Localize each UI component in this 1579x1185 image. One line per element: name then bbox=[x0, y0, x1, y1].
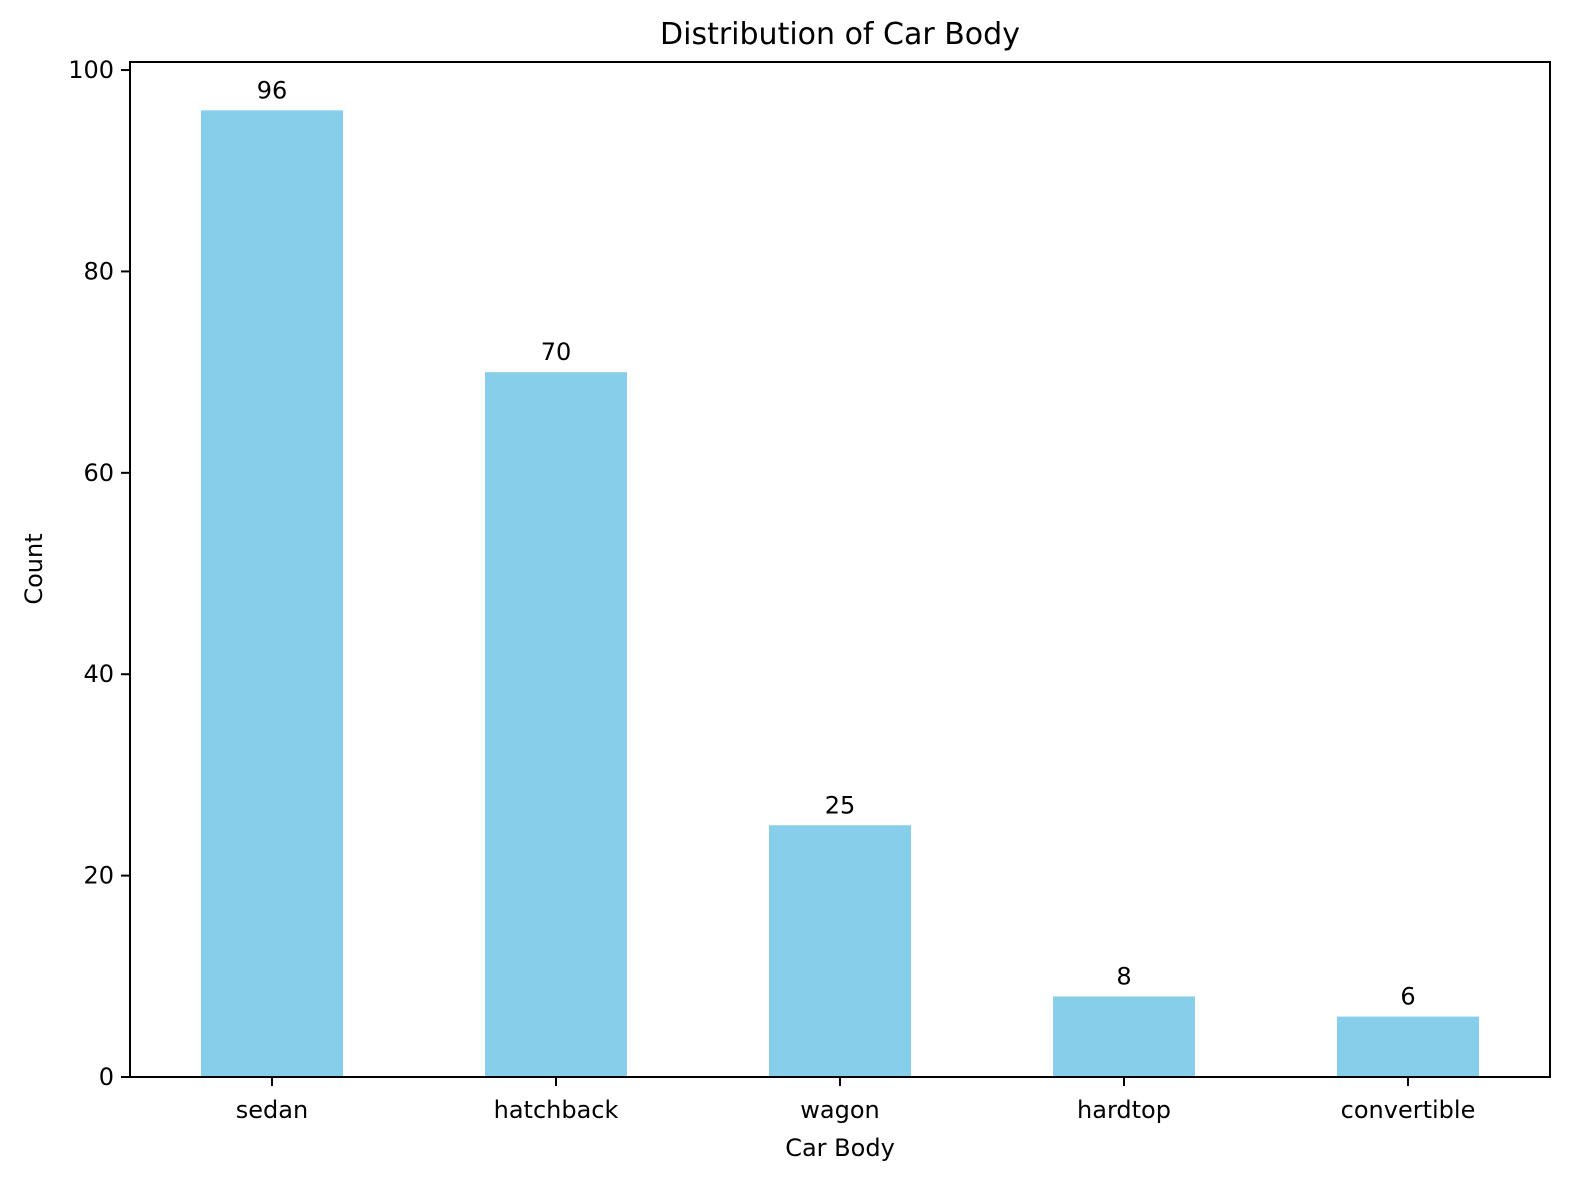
value-labels-layer: 96 70 25 8 6 bbox=[257, 76, 1416, 1010]
value-label-hardtop: 8 bbox=[1116, 962, 1131, 990]
x-tick-label-hatchback: hatchback bbox=[494, 1096, 619, 1124]
y-tick-label-0: 0 bbox=[99, 1063, 114, 1091]
y-tick-label-60: 60 bbox=[83, 459, 114, 487]
bar-wagon bbox=[769, 825, 911, 1077]
x-axis-label: Car Body bbox=[785, 1134, 895, 1162]
x-tick-label-wagon: wagon bbox=[800, 1096, 879, 1124]
value-label-sedan: 96 bbox=[257, 76, 288, 104]
x-tick-label-convertible: convertible bbox=[1341, 1096, 1476, 1124]
y-tick-label-40: 40 bbox=[83, 660, 114, 688]
y-tick-label-80: 80 bbox=[83, 257, 114, 285]
bar-convertible bbox=[1337, 1016, 1479, 1077]
value-label-hatchback: 70 bbox=[541, 338, 572, 366]
value-label-convertible: 6 bbox=[1400, 983, 1415, 1011]
chart-title: Distribution of Car Body bbox=[660, 17, 1020, 52]
bar-hardtop bbox=[1053, 996, 1195, 1077]
plot-frame bbox=[129, 61, 1551, 1078]
y-tick-label-100: 100 bbox=[68, 56, 114, 84]
x-tick-label-sedan: sedan bbox=[236, 1096, 308, 1124]
x-axis-ticks: sedan hatchback wagon hardtop convertible bbox=[236, 1077, 1476, 1124]
value-label-wagon: 25 bbox=[825, 791, 856, 819]
x-tick-label-hardtop: hardtop bbox=[1077, 1096, 1171, 1124]
y-tick-label-20: 20 bbox=[83, 862, 114, 890]
y-axis-ticks: 0 20 40 60 80 100 bbox=[68, 56, 130, 1091]
bars-layer bbox=[201, 110, 1479, 1077]
y-axis-label: Count bbox=[20, 533, 48, 604]
bar-sedan bbox=[201, 110, 343, 1077]
bar-hatchback bbox=[485, 372, 627, 1077]
